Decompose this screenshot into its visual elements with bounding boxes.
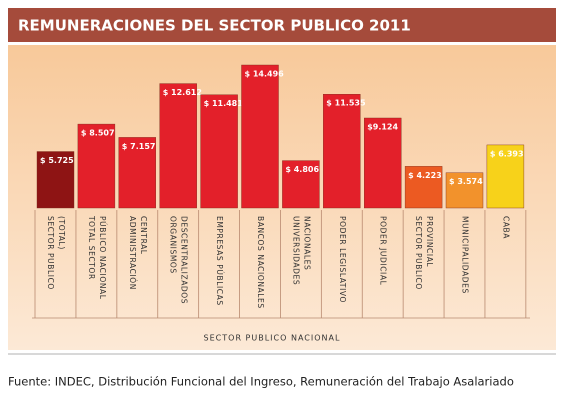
x-tick-label: BANCOS NACIONALES: [256, 216, 265, 309]
x-tick-label: EMPRESAS PÚBLICAS: [215, 216, 224, 306]
value-label: $9.124: [367, 122, 398, 131]
x-tick-label: NACIONALES: [302, 216, 311, 270]
x-tick-label: SECTOR PUBLICO: [46, 216, 55, 290]
bar: [159, 83, 197, 209]
bar: [282, 160, 320, 209]
value-label: $ 5.725: [40, 156, 74, 165]
value-label: $ 11.481: [204, 99, 244, 108]
bar: [77, 123, 116, 209]
bar: [118, 137, 157, 209]
bar: [200, 94, 238, 209]
value-label: $ 11.535: [326, 99, 366, 108]
bar: [404, 166, 443, 209]
value-label: $ 12.612: [163, 88, 202, 97]
value-label: $ 3.574: [449, 177, 483, 186]
value-label: $ 4.806: [285, 165, 319, 174]
bar: [241, 64, 279, 209]
title-bar: [8, 8, 556, 42]
value-label: $ 7.157: [122, 142, 156, 151]
x-tick-label: DESCENTRALIZADOS: [180, 216, 189, 304]
bar: [323, 94, 361, 209]
x-tick-label: ORGANISMOS: [169, 216, 178, 274]
value-label: $ 4.223: [408, 171, 442, 180]
source-note: Fuente: INDEC, Distribución Funcional de…: [8, 375, 514, 389]
chart-title: REMUNERACIONES DEL SECTOR PUBLICO 2011: [18, 17, 411, 35]
x-tick-label: SECTOR PUBLICO: [414, 216, 423, 290]
x-tick-label: PROVINCIAL: [425, 216, 434, 267]
x-tick-label: PODER LEGISLATIVO: [338, 216, 347, 303]
x-tick-label: CENTRAL: [139, 216, 148, 255]
bar: [364, 117, 402, 209]
group-label: SECTOR PUBLICO NACIONAL: [204, 334, 341, 343]
bar: [445, 172, 484, 209]
x-tick-label: PODER JUDICIAL: [379, 216, 388, 286]
x-tick-label: PÚBLICO NACIONAL: [98, 216, 107, 300]
value-label: $ 8.507: [81, 129, 115, 138]
value-label: $ 14.496: [245, 70, 285, 79]
bar: [486, 144, 525, 209]
x-tick-label: (TOTAL): [57, 216, 66, 250]
x-tick-label: TOTAL SECTOR: [87, 215, 96, 280]
bar: [36, 151, 75, 209]
value-label: $ 6.393: [490, 149, 524, 158]
x-tick-label: CABA: [501, 216, 510, 239]
x-tick-label: UNIVERSIDADES: [291, 216, 300, 285]
x-tick-label: ADMINISTRACIÓN: [128, 216, 137, 290]
x-tick-label: MUNICIPALIDADES: [461, 216, 470, 294]
